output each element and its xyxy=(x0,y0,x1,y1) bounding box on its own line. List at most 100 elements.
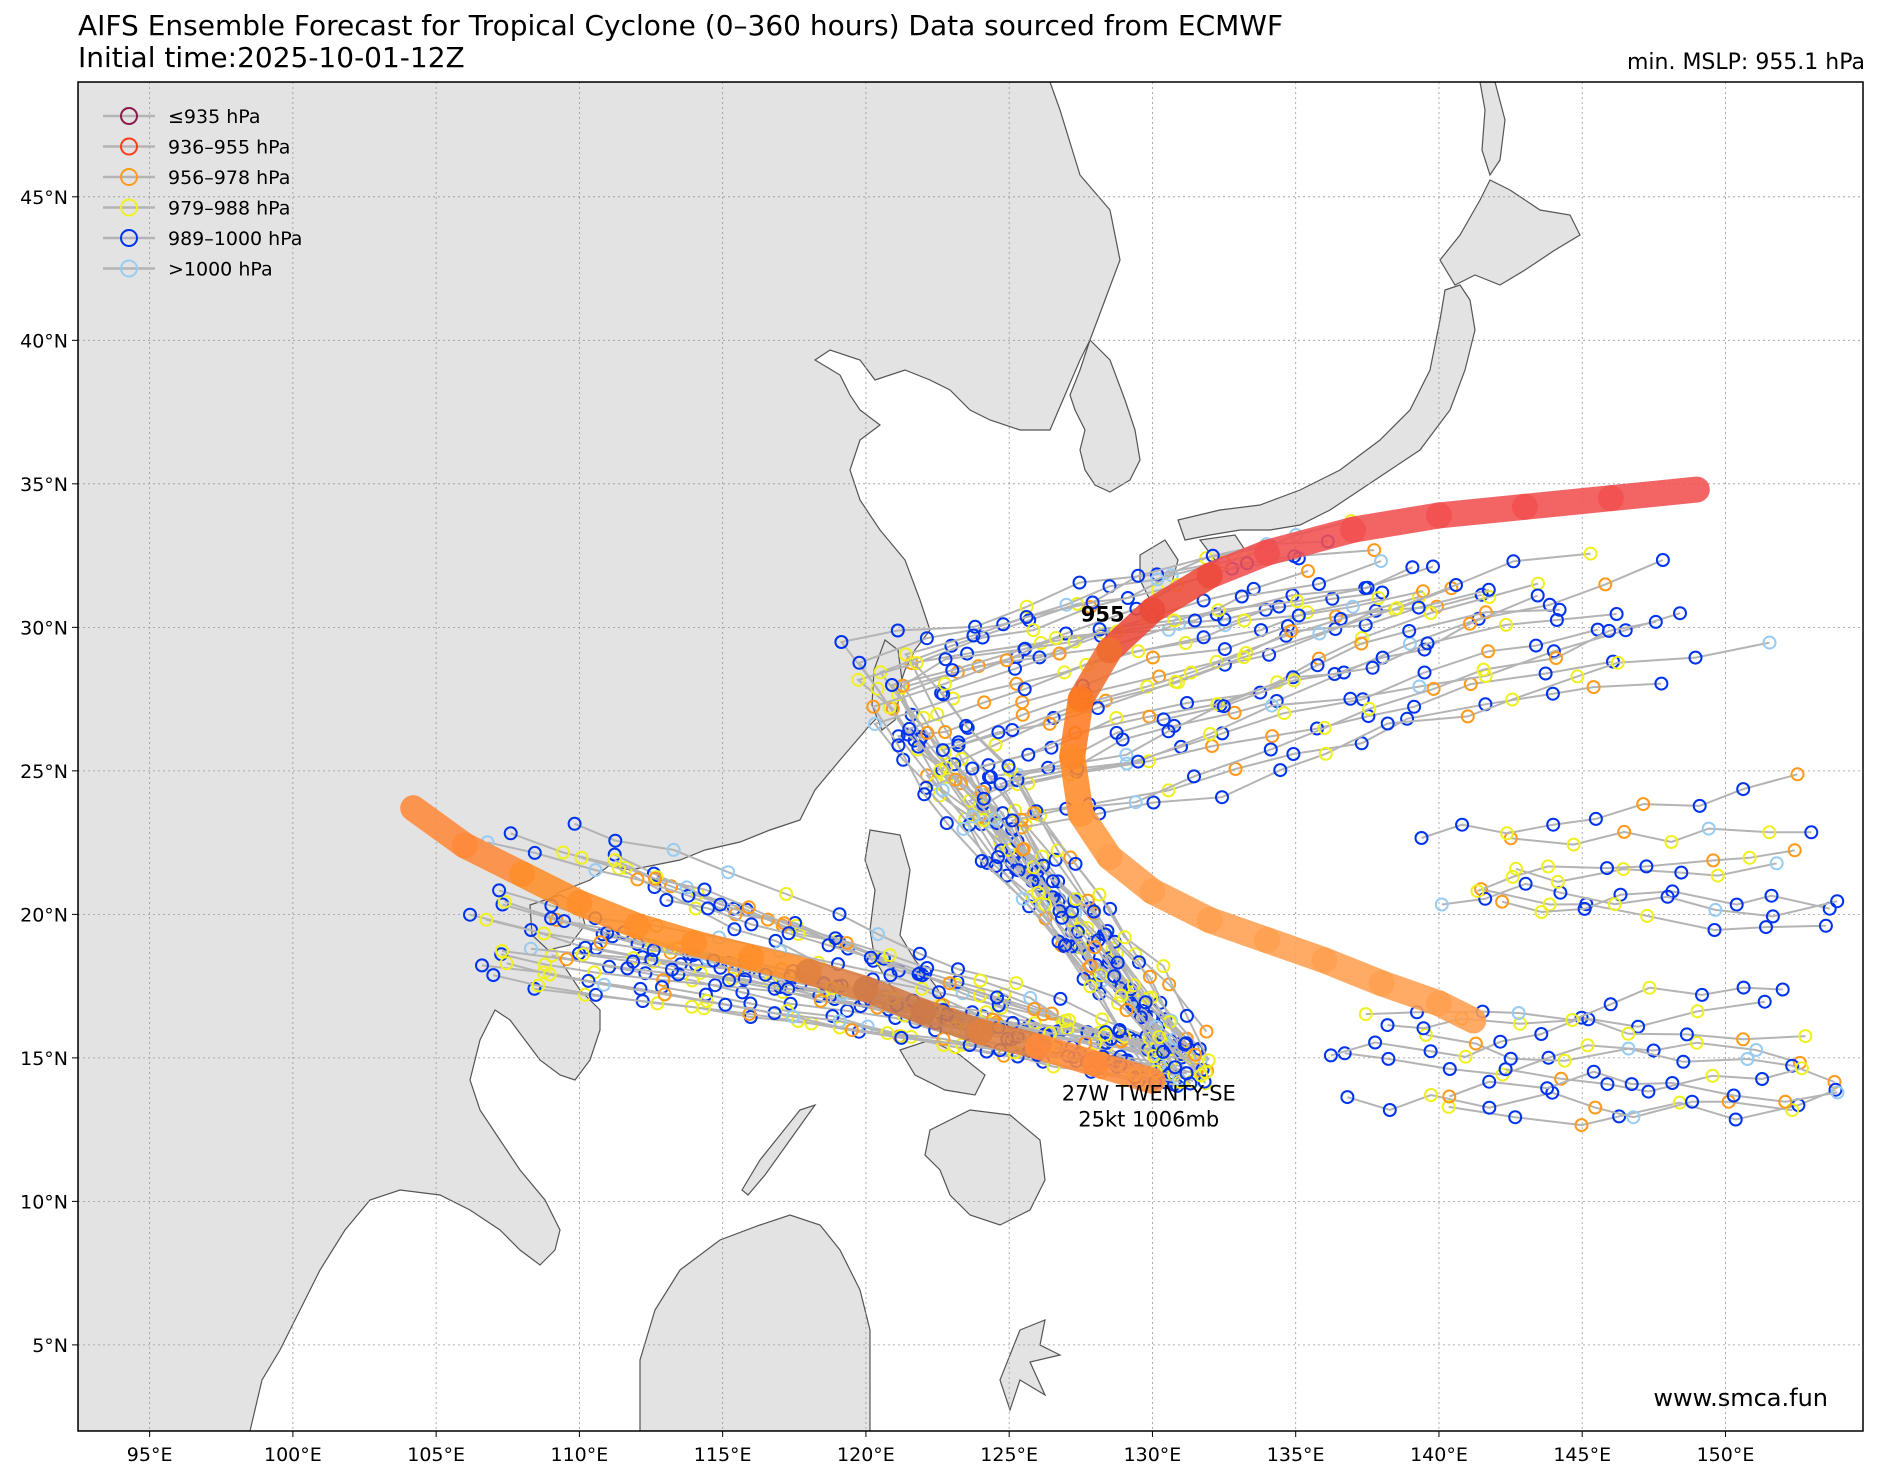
track-point-marker xyxy=(960,646,975,661)
track-point-marker xyxy=(1312,626,1327,641)
track-point-marker xyxy=(1284,624,1299,639)
track-point-marker xyxy=(1216,699,1231,714)
track-point-marker xyxy=(1534,1027,1549,1041)
track-point-marker xyxy=(503,826,518,841)
track-point-marker xyxy=(885,678,899,692)
track-point-marker xyxy=(1511,1006,1526,1020)
mean-track-segment xyxy=(1425,493,1538,529)
track-point-marker xyxy=(646,866,661,881)
track-point-marker xyxy=(844,1023,859,1038)
track-point-marker xyxy=(1070,924,1085,939)
lon-tick-label: 115°E xyxy=(694,1444,752,1466)
track-point-marker xyxy=(867,717,882,731)
track-point-marker xyxy=(1550,874,1565,889)
track-point-marker xyxy=(578,940,593,955)
track-point-marker xyxy=(1058,938,1073,953)
track-point-marker xyxy=(1654,676,1669,691)
track-point-marker xyxy=(1381,1051,1396,1066)
track-point-marker xyxy=(1577,901,1592,916)
track-point-marker xyxy=(1765,909,1780,924)
track-point-marker xyxy=(608,833,623,848)
track-point-marker xyxy=(486,968,501,983)
track-point-marker xyxy=(783,996,798,1011)
track-point-marker xyxy=(1540,1081,1555,1096)
track-point-marker xyxy=(1354,636,1369,651)
track-point-marker xyxy=(697,882,712,897)
lon-tick-label: 110°E xyxy=(551,1444,609,1466)
track-point-marker xyxy=(1742,850,1757,865)
track-point-marker xyxy=(1493,1034,1508,1049)
track-point-marker xyxy=(991,998,1006,1013)
track-point-marker xyxy=(1184,665,1198,680)
track-point-marker xyxy=(1052,904,1067,919)
track-point-marker xyxy=(727,922,742,937)
legend-label: >1000 hPa xyxy=(168,259,273,281)
track-point-marker xyxy=(1146,795,1161,810)
track-point-marker xyxy=(1145,650,1160,665)
track-point-marker xyxy=(696,1001,711,1016)
track-point-marker xyxy=(1119,747,1134,762)
lon-tick-label: 135°E xyxy=(1267,1444,1325,1466)
initial-time: Initial time:2025-10-01-12Z xyxy=(78,41,465,74)
track-point-marker xyxy=(1726,1088,1741,1103)
track-point-marker xyxy=(1196,630,1211,645)
lon-tick-label: 150°E xyxy=(1697,1444,1755,1466)
track-point-marker xyxy=(1290,594,1305,609)
track-point-marker xyxy=(1707,923,1722,937)
ensemble-track-line xyxy=(1387,1017,1806,1041)
track-point-marker xyxy=(1828,1082,1843,1097)
track-point-marker xyxy=(1554,1071,1569,1086)
track-point-marker xyxy=(1150,572,1165,587)
lat-tick-label: 40°N xyxy=(20,330,68,352)
track-point-marker xyxy=(718,997,733,1012)
track-point-marker xyxy=(1317,720,1332,735)
track-point-marker xyxy=(1286,673,1301,688)
track-point-marker xyxy=(1775,982,1790,997)
storm-name-label: 27W TWENTY-SE xyxy=(1062,1082,1236,1106)
track-point-marker xyxy=(1168,674,1183,689)
track-point-marker xyxy=(1685,1094,1700,1109)
track-point-marker xyxy=(948,772,963,787)
track-point-marker xyxy=(1552,602,1567,617)
track-point-marker xyxy=(1500,826,1514,841)
track-point-marker xyxy=(920,725,935,740)
track-point-marker xyxy=(1358,1007,1373,1022)
track-point-marker xyxy=(1530,588,1545,603)
ensemble-track-line xyxy=(574,822,1197,1051)
track-point-marker xyxy=(1016,842,1031,856)
land-honshu xyxy=(1177,284,1476,541)
track-point-marker xyxy=(1442,1062,1457,1076)
track-point-marker xyxy=(996,617,1011,632)
ensemble-track-line xyxy=(1441,882,1838,918)
track-point-marker xyxy=(1757,994,1772,1009)
track-point-marker xyxy=(1286,747,1301,761)
track-point-marker xyxy=(1481,644,1496,659)
track-point-marker xyxy=(1368,1035,1383,1050)
track-point-marker xyxy=(1778,1094,1793,1109)
track-point-marker xyxy=(1310,658,1325,673)
track-point-marker xyxy=(544,911,559,926)
track-point-marker xyxy=(1610,655,1625,670)
ensemble-track-line xyxy=(1010,620,1656,1077)
track-point-marker xyxy=(1546,644,1561,659)
track-point-marker xyxy=(1541,859,1556,874)
track-point-marker xyxy=(1263,742,1278,757)
lat-tick-label: 20°N xyxy=(20,904,68,926)
track-point-marker xyxy=(1505,869,1520,884)
track-point-marker xyxy=(575,947,590,962)
track-point-marker xyxy=(1583,546,1598,561)
track-point-marker xyxy=(1449,578,1463,592)
track-point-marker xyxy=(559,952,574,967)
track-point-marker xyxy=(656,973,671,988)
track-point-marker xyxy=(988,859,1003,874)
track-point-marker xyxy=(1095,1012,1110,1027)
track-point-marker xyxy=(1481,582,1496,597)
track-point-marker xyxy=(1506,554,1521,569)
track-point-marker xyxy=(1794,1061,1809,1076)
track-point-marker xyxy=(821,938,836,953)
track-point-marker xyxy=(1468,1036,1483,1051)
track-point-marker xyxy=(1580,1038,1595,1053)
track-point-marker xyxy=(588,987,603,1002)
axis-ticks: 95°E 100°E 105°E 110°E 115°E 120°E 125°E 130°E 1… xyxy=(20,187,1754,1466)
mean-track-segment xyxy=(1597,476,1710,512)
